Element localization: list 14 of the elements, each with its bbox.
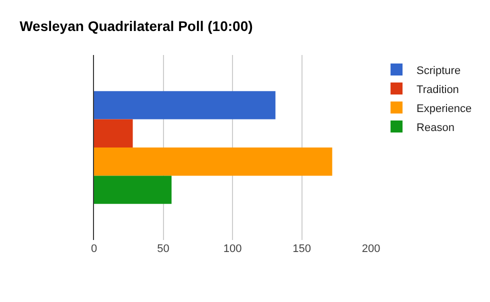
legend-label: Reason: [416, 122, 454, 134]
x-tick-label: 150: [292, 243, 311, 255]
x-tick-label: 50: [157, 243, 170, 255]
bar: [94, 176, 172, 204]
bar: [94, 119, 133, 148]
bar: [94, 148, 332, 176]
bar: [94, 91, 276, 120]
legend-label: Scripture: [416, 64, 461, 77]
x-tick-label: 200: [362, 243, 380, 255]
legend-label: Experience: [416, 102, 472, 115]
chart-title: Wesleyan Quadrilateral Poll (10:00): [20, 18, 253, 34]
legend-label: Tradition: [416, 84, 459, 96]
x-tick-label: 0: [90, 243, 98, 255]
x-tick-label: 100: [223, 243, 242, 255]
